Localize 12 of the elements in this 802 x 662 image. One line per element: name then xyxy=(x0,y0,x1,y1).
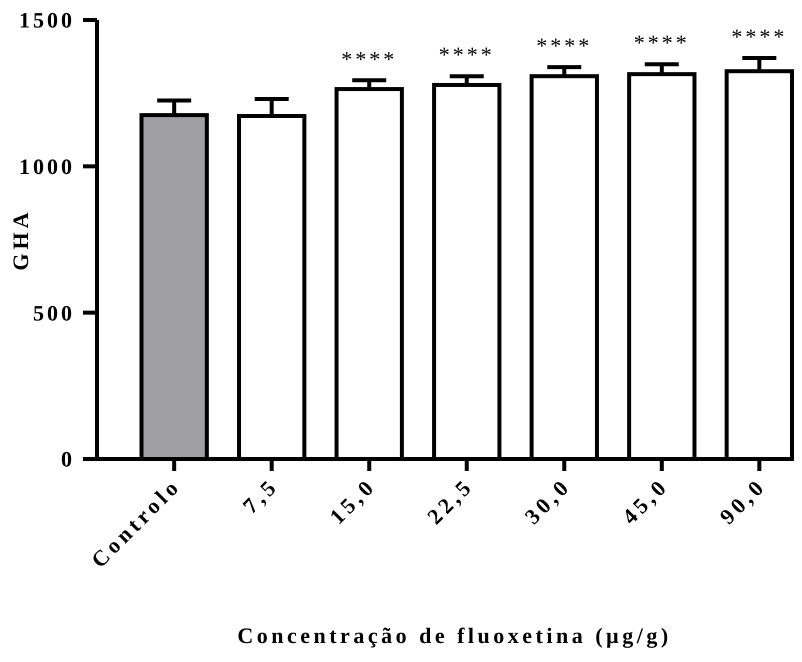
y-axis-title: GHA xyxy=(8,208,33,271)
annotation: **** xyxy=(536,33,592,58)
y-tick-label: 1500 xyxy=(19,8,75,33)
annotation: **** xyxy=(438,42,495,68)
y-tick-label: 0 xyxy=(61,446,75,472)
annotation: **** xyxy=(341,46,398,72)
y-tick-label: 1000 xyxy=(19,154,75,180)
annotation: **** xyxy=(731,24,788,50)
x-axis-title: Concentração de fluoxetina (µg/g) xyxy=(237,623,672,648)
y-tick-label: 500 xyxy=(33,300,75,326)
annotation: **** xyxy=(634,30,690,56)
x-tick-label: 7,5 xyxy=(238,472,284,518)
